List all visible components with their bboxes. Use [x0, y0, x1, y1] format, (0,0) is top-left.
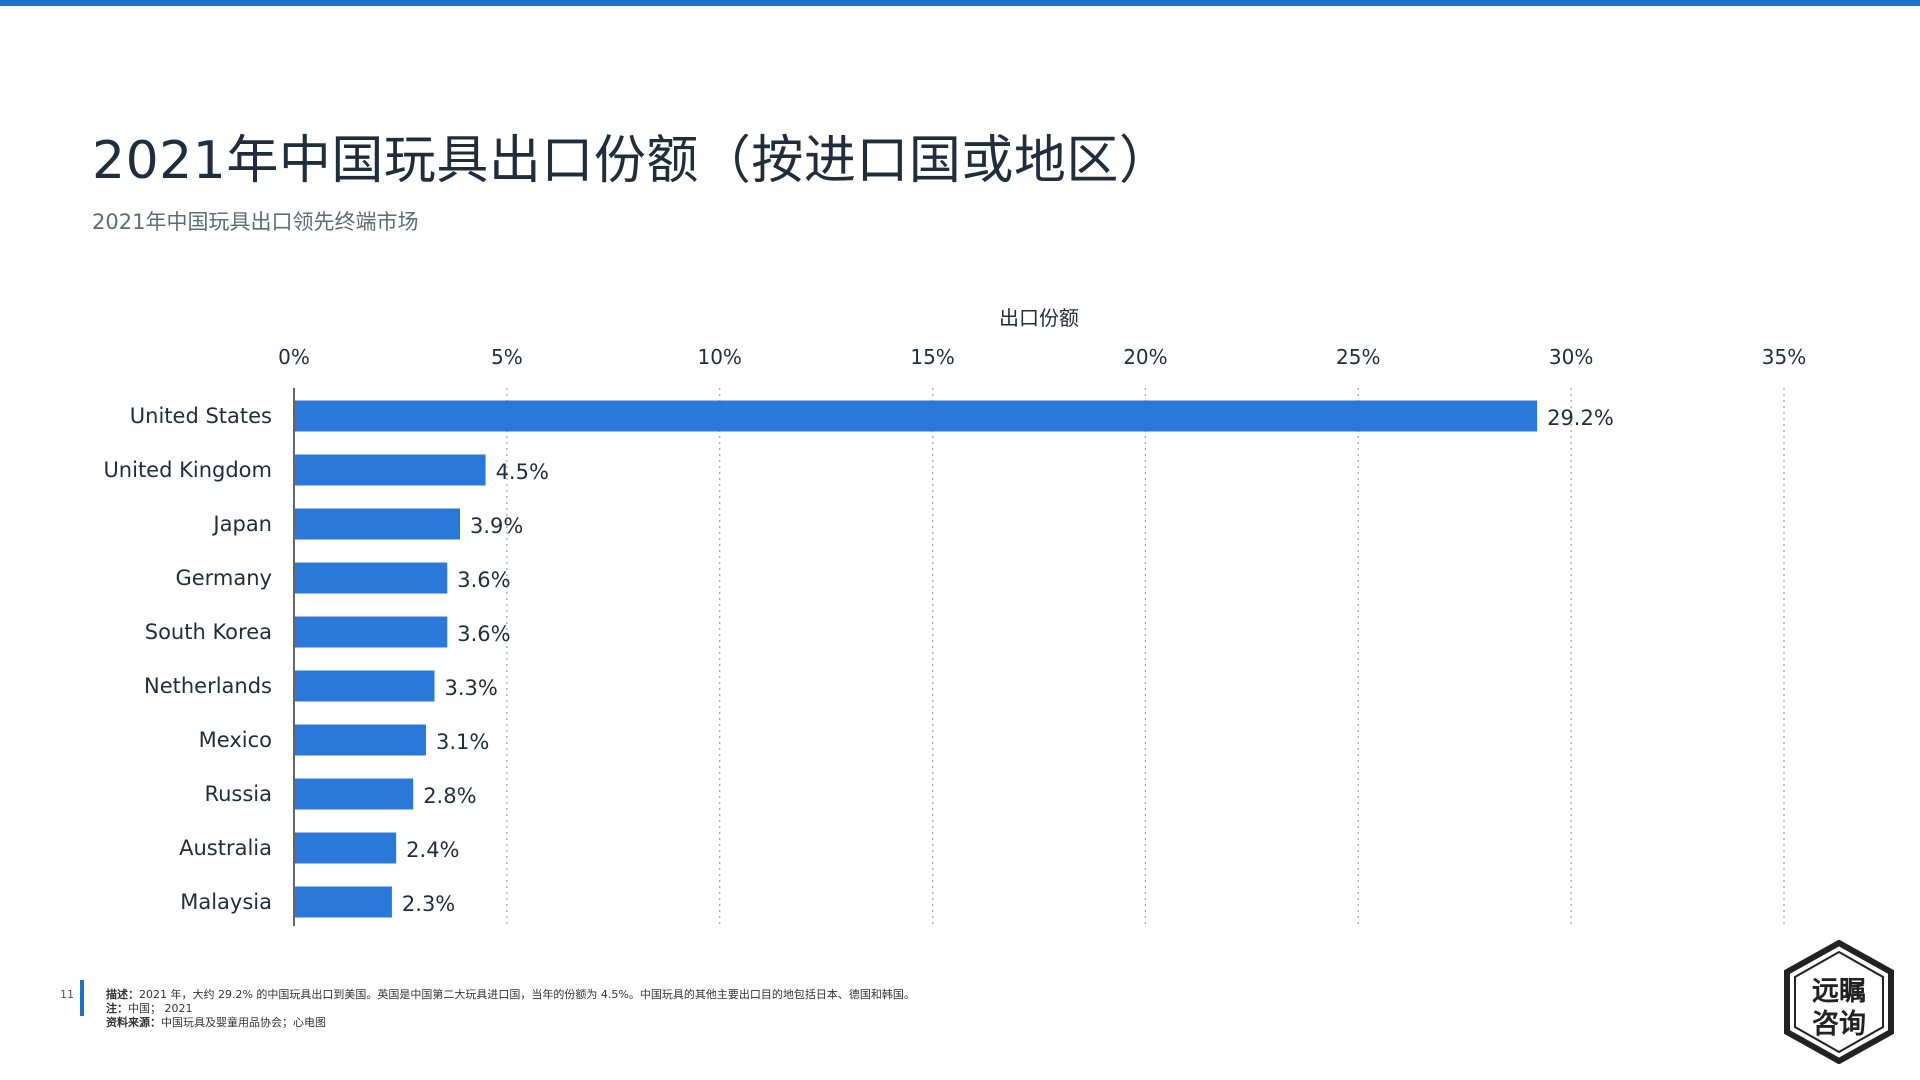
data-label: 3.6%	[457, 622, 510, 646]
y-tick-label: Mexico	[199, 728, 272, 752]
page-subtitle: 2021年中国玩具出口领先终端市场	[92, 210, 419, 234]
y-tick-label: United States	[130, 404, 272, 428]
data-label: 3.9%	[470, 514, 523, 538]
company-logo: 远瞩 咨询	[1784, 940, 1894, 1064]
top-accent-bar	[0, 0, 1920, 6]
bar	[295, 508, 461, 540]
footer-description: 描述：2021 年，大约 29.2% 的中国玩具出口到美国。英国是中国第二大玩具…	[106, 988, 915, 1002]
description-label: 描述：	[106, 988, 139, 1001]
x-tick-label: 15%	[910, 345, 954, 369]
x-tick-label: 10%	[697, 345, 741, 369]
x-tick-label: 30%	[1549, 345, 1593, 369]
y-tick-label: Russia	[204, 782, 272, 806]
data-label: 4.5%	[496, 460, 549, 484]
footer-note: 注：中国； 2021	[106, 1002, 915, 1016]
page-title: 2021年中国玩具出口份额（按进口国或地区）	[92, 131, 1172, 191]
y-tick-label: Netherlands	[144, 674, 272, 698]
footer-source: 资料来源：中国玩具及婴童用品协会；心电图	[106, 1016, 915, 1030]
bar	[295, 724, 426, 756]
logo-hexagon-inner	[1794, 950, 1884, 1054]
data-label: 3.1%	[436, 730, 489, 754]
x-tick-label: 5%	[491, 345, 523, 369]
logo-text-line1: 远瞩	[1812, 976, 1866, 1007]
bar	[295, 670, 435, 702]
data-label: 2.3%	[402, 892, 455, 916]
data-label: 3.3%	[444, 676, 497, 700]
x-axis-title: 出口份额	[999, 306, 1079, 330]
logo-hexagon-outer	[1784, 940, 1894, 1064]
y-tick-label: Malaysia	[180, 890, 272, 914]
source-text: 中国玩具及婴童用品协会；心电图	[161, 1016, 326, 1029]
bar	[295, 886, 392, 918]
y-tick-label: United Kingdom	[103, 458, 272, 482]
page-number: 11	[60, 988, 74, 1001]
x-tick-label: 20%	[1123, 345, 1167, 369]
y-tick-label: Japan	[211, 512, 272, 536]
data-label: 2.8%	[423, 784, 476, 808]
data-label: 29.2%	[1547, 406, 1614, 430]
bar	[295, 778, 414, 810]
data-label: 3.6%	[457, 568, 510, 592]
x-tick-label: 0%	[278, 345, 310, 369]
logo-text-line2: 咨询	[1812, 1009, 1866, 1040]
y-tick-label: South Korea	[145, 620, 272, 644]
x-tick-label: 35%	[1762, 345, 1806, 369]
bar	[295, 562, 448, 594]
y-tick-label: Australia	[179, 836, 272, 860]
bar	[295, 832, 397, 864]
footer-notes: 描述：2021 年，大约 29.2% 的中国玩具出口到美国。英国是中国第二大玩具…	[106, 988, 915, 1030]
description-text: 2021 年，大约 29.2% 的中国玩具出口到美国。英国是中国第二大玩具进口国…	[139, 988, 915, 1001]
footer-accent-bar	[80, 980, 84, 1016]
y-tick-label: Germany	[175, 566, 272, 590]
note-text: 中国； 2021	[128, 1002, 193, 1015]
x-tick-label: 25%	[1336, 345, 1380, 369]
bar	[295, 454, 486, 486]
source-label: 资料来源：	[106, 1016, 161, 1029]
bar	[295, 616, 448, 648]
bar-chart: 出口份额 0% 5% 10% 15% 20% 25% 30% 35% United States 2…	[103, 306, 1806, 926]
data-label: 2.4%	[406, 838, 459, 862]
bar	[295, 400, 1538, 432]
note-label: 注：	[106, 1002, 128, 1015]
